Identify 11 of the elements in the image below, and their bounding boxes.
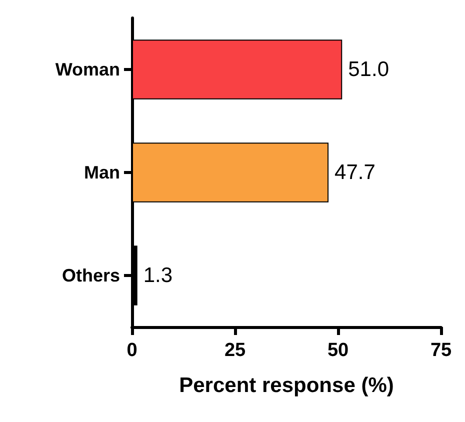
- y-tick-label: Man: [84, 162, 120, 182]
- data-label: 47.7: [334, 161, 376, 184]
- data-label: 1.3: [143, 264, 173, 287]
- x-tick-label: 75: [430, 340, 452, 361]
- x-tick-label: 50: [327, 340, 349, 361]
- data-label: 51.0: [348, 58, 389, 81]
- x-tick-label: 0: [126, 340, 138, 361]
- x-axis-title: Percent response (%): [179, 374, 394, 397]
- y-tick-label: Others: [62, 266, 120, 286]
- x-tick-label: 25: [224, 340, 246, 361]
- y-tick-label: Woman: [55, 60, 120, 80]
